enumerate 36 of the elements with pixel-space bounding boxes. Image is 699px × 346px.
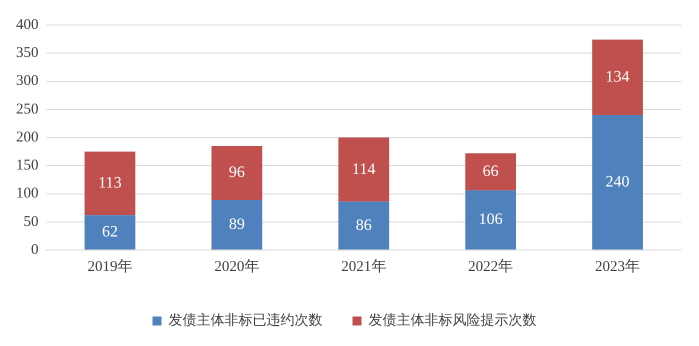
bar xyxy=(84,215,136,250)
y-tick-label: 400 xyxy=(16,16,38,33)
y-tick-label: 200 xyxy=(16,129,38,146)
x-tick-label: 2019年 xyxy=(87,258,132,275)
bar xyxy=(465,190,516,250)
data-label: 96 xyxy=(228,164,245,182)
bar xyxy=(338,202,390,250)
y-tick-label: 100 xyxy=(16,186,38,202)
x-tick-label: 2020年 xyxy=(214,258,260,275)
y-tick-label: 0 xyxy=(31,242,38,258)
data-label: 240 xyxy=(606,173,630,190)
data-label: 66 xyxy=(482,163,499,180)
bar xyxy=(84,152,136,216)
x-tick-label: 2021年 xyxy=(341,258,386,275)
bar xyxy=(592,115,643,250)
y-tick-label: 250 xyxy=(16,101,38,118)
bar xyxy=(211,146,262,200)
bar xyxy=(338,138,390,202)
bar xyxy=(592,40,643,115)
data-label: 62 xyxy=(102,224,118,241)
legend-label: 发债主体非标风险提示次数 xyxy=(368,312,536,329)
data-label: 113 xyxy=(98,174,122,192)
data-label: 86 xyxy=(356,216,372,234)
y-tick-label: 50 xyxy=(24,214,38,230)
y-tick-label: 150 xyxy=(16,158,38,174)
x-tick-label: 2023年 xyxy=(595,258,640,275)
legend-label: 发债主体非标已违约次数 xyxy=(168,312,322,329)
data-label: 114 xyxy=(352,160,376,178)
y-tick-label: 300 xyxy=(16,73,38,90)
bar xyxy=(465,153,516,190)
data-label: 134 xyxy=(606,68,630,86)
data-label: 106 xyxy=(478,211,503,228)
data-label: 89 xyxy=(228,216,245,233)
x-tick-label: 2022年 xyxy=(468,258,514,275)
bar xyxy=(211,200,262,250)
y-tick-label: 350 xyxy=(16,45,38,62)
